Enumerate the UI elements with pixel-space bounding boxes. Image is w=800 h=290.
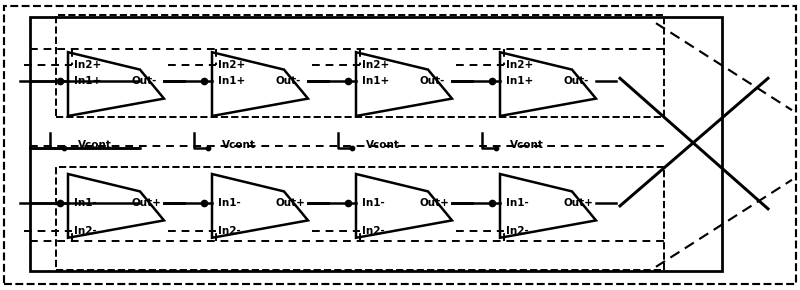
Text: In1+: In1+ xyxy=(362,76,390,86)
Polygon shape xyxy=(356,174,452,238)
Polygon shape xyxy=(500,52,596,116)
Polygon shape xyxy=(500,174,596,238)
Text: Vcont: Vcont xyxy=(222,140,255,150)
Polygon shape xyxy=(356,52,452,116)
Text: Out-: Out- xyxy=(564,76,590,86)
Polygon shape xyxy=(212,174,308,238)
Text: In1-: In1- xyxy=(506,198,529,208)
Polygon shape xyxy=(68,52,164,116)
Text: Out+: Out+ xyxy=(564,198,594,208)
Text: In2+: In2+ xyxy=(74,60,102,70)
Text: Vcont: Vcont xyxy=(510,140,543,150)
Text: In2-: In2- xyxy=(506,226,529,235)
Text: Vcont: Vcont xyxy=(366,140,399,150)
Text: In2+: In2+ xyxy=(506,60,534,70)
Text: Out-: Out- xyxy=(276,76,302,86)
Text: Vcont: Vcont xyxy=(78,140,111,150)
Polygon shape xyxy=(68,174,164,238)
Text: In2+: In2+ xyxy=(218,60,246,70)
Text: In1+: In1+ xyxy=(506,76,534,86)
Text: In1+: In1+ xyxy=(218,76,246,86)
Text: In1+: In1+ xyxy=(74,76,102,86)
Text: Out+: Out+ xyxy=(276,198,306,208)
Text: Out+: Out+ xyxy=(420,198,450,208)
Text: In1-: In1- xyxy=(362,198,385,208)
Text: Out+: Out+ xyxy=(132,198,162,208)
Text: In2+: In2+ xyxy=(362,60,390,70)
Polygon shape xyxy=(212,52,308,116)
Text: In2-: In2- xyxy=(74,226,97,235)
Text: In1-: In1- xyxy=(74,198,97,208)
Text: In1-: In1- xyxy=(218,198,241,208)
Text: Out-: Out- xyxy=(132,76,158,86)
Text: Out-: Out- xyxy=(420,76,446,86)
Text: In2-: In2- xyxy=(362,226,385,235)
Text: In2-: In2- xyxy=(218,226,241,235)
